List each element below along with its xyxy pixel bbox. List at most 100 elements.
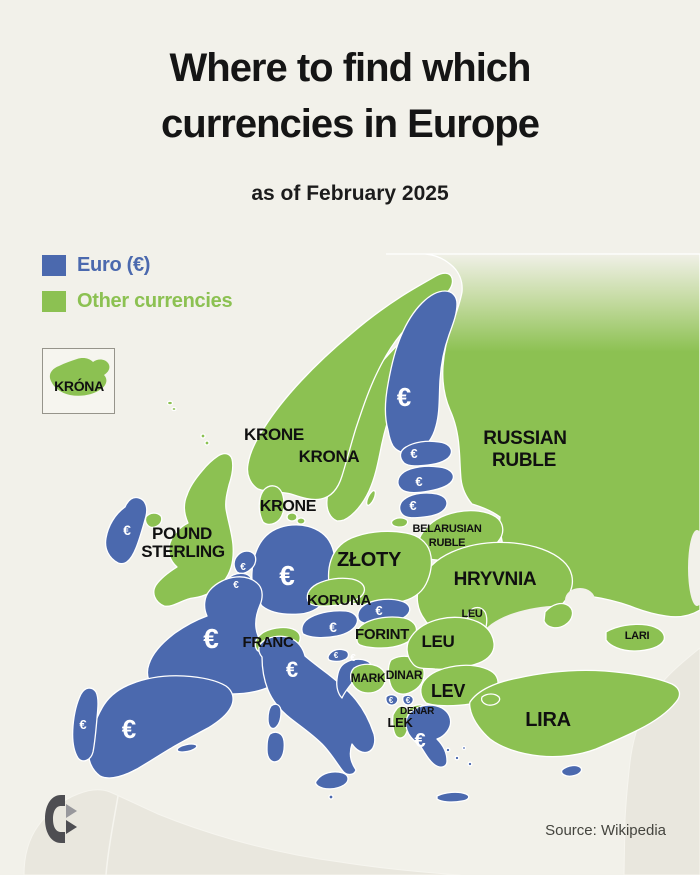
- label-bosnia-mark: MARK: [351, 671, 386, 685]
- euro-mark-slovakia: €: [375, 603, 382, 618]
- country-ireland: [104, 496, 148, 565]
- country-kosovo: [402, 694, 414, 706]
- euro-mark-finland: €: [397, 382, 411, 412]
- islands-aegean-2: [454, 755, 460, 761]
- euro-mark-italy: €: [286, 657, 298, 682]
- label-georgia-lari: LARI: [625, 630, 650, 642]
- uk-northern-ireland: [144, 512, 163, 529]
- label-turkey-lira: LIRA: [525, 709, 570, 731]
- islands-shetland-2: [204, 440, 210, 446]
- label-czechia-koruna: KORUNA: [307, 592, 371, 609]
- island-gotland: [366, 489, 376, 507]
- islands-faroe: [166, 400, 174, 406]
- euro-mark-latvia: €: [415, 474, 422, 489]
- country-united-kingdom: [153, 452, 234, 607]
- legend-euro-label: Euro (€): [77, 254, 151, 276]
- sea-black-sea: [478, 605, 615, 688]
- subtitle: as of February 2025: [251, 182, 449, 205]
- country-greece: [405, 704, 452, 768]
- country-slovenia: [327, 648, 350, 663]
- country-czechia: [306, 577, 366, 607]
- label-sweden-krona: KRONA: [299, 447, 360, 466]
- country-georgia: [605, 623, 665, 652]
- islands-shetland: [200, 433, 206, 439]
- russia-kaliningrad: [390, 517, 409, 528]
- label-norway-krone: KRONE: [244, 425, 304, 444]
- sea-azov: [565, 588, 595, 612]
- country-bosnia: [349, 663, 387, 694]
- islands-balearic: [176, 743, 198, 753]
- label-russia-ruble-2: RUBLE: [492, 450, 556, 471]
- label-belarus-ruble-1: BELARUSIAN: [412, 523, 481, 535]
- islands-aegean-3: [461, 745, 467, 751]
- publisher-logo-icon: [45, 795, 77, 843]
- label-macedonia-denar: DENAR: [400, 706, 435, 717]
- country-estonia: [399, 440, 453, 467]
- euro-mark-kosovo: €: [406, 696, 411, 705]
- label-ukraine-hryvnia: HRYVNIA: [454, 569, 537, 590]
- euro-mark-netherlands: €: [240, 562, 246, 573]
- euro-mark-estonia: €: [410, 446, 417, 461]
- island-funen: [296, 517, 306, 525]
- euro-mark-montenegro: €: [389, 696, 394, 705]
- iceland-map: KRÓNA: [49, 358, 110, 396]
- region-crimea: [543, 602, 574, 629]
- euro-mark-ireland: €: [123, 522, 131, 538]
- label-denmark-krone: KRONE: [260, 498, 317, 515]
- country-norway: [246, 272, 454, 501]
- iceland-inset: KRÓNA: [42, 348, 115, 414]
- country-lithuania: [399, 492, 448, 519]
- turkey-european-part: [480, 693, 501, 706]
- islands-aegean-4: [467, 761, 473, 767]
- label-serbia-dinar: DINAR: [386, 668, 423, 682]
- island-corsica: [267, 703, 282, 730]
- island-malta: [328, 794, 334, 800]
- country-spain: [87, 675, 234, 779]
- label-uk-pound: POUND: [152, 524, 212, 543]
- publisher-logo: [44, 794, 78, 849]
- label-russia-ruble-1: RUSSIAN: [483, 428, 566, 449]
- label-romania-leu: LEU: [421, 632, 454, 651]
- sea-caspian: [688, 530, 700, 606]
- legend-row-euro: Euro (€): [42, 254, 232, 277]
- source-credit: Source: Wikipedia: [545, 822, 666, 839]
- island-zealand: [286, 512, 298, 522]
- label-iceland-krona: KRÓNA: [54, 377, 104, 394]
- country-latvia: [397, 465, 455, 494]
- country-iceland: [49, 358, 110, 396]
- euro-color-swatch: [42, 255, 66, 276]
- country-netherlands: [233, 550, 257, 575]
- label-switzerland-franc: FRANC: [243, 634, 294, 651]
- legend-other-label: Other currencies: [77, 290, 233, 312]
- euro-mark-portugal: €: [79, 717, 86, 732]
- country-italy: [258, 635, 376, 776]
- island-sardinia: [266, 731, 285, 763]
- country-romania: [406, 616, 495, 670]
- euro-mark-croatia: €: [350, 653, 356, 664]
- page-title: Where to find which currencies in Europe: [0, 40, 700, 152]
- country-montenegro: [385, 694, 399, 706]
- label-uk-sterling: STERLING: [141, 542, 225, 561]
- euro-mark-slovenia: €: [334, 651, 339, 660]
- island-crete: [436, 791, 470, 803]
- country-austria: [301, 610, 359, 639]
- title-line-1: Where to find which: [169, 46, 532, 90]
- euro-mark-germany: €: [279, 560, 295, 591]
- legend-row-other: Other currencies: [42, 290, 233, 313]
- island-sicily: [314, 771, 349, 790]
- country-cyprus: [560, 764, 583, 777]
- country-portugal: [72, 687, 99, 762]
- country-albania: [391, 705, 410, 739]
- label-belarus-ruble-2: RUBLE: [429, 537, 465, 549]
- title-line-2: currencies in Europe: [161, 102, 540, 146]
- euro-mark-france: €: [203, 623, 219, 654]
- label-hungary-forint: FORINT: [355, 626, 409, 643]
- country-france: [146, 576, 281, 695]
- islands-aegean-1: [445, 747, 451, 753]
- region-africa: [23, 789, 461, 875]
- euro-mark-lithuania: €: [409, 498, 416, 513]
- euro-mark-spain: €: [122, 714, 136, 744]
- country-turkey: [468, 669, 681, 758]
